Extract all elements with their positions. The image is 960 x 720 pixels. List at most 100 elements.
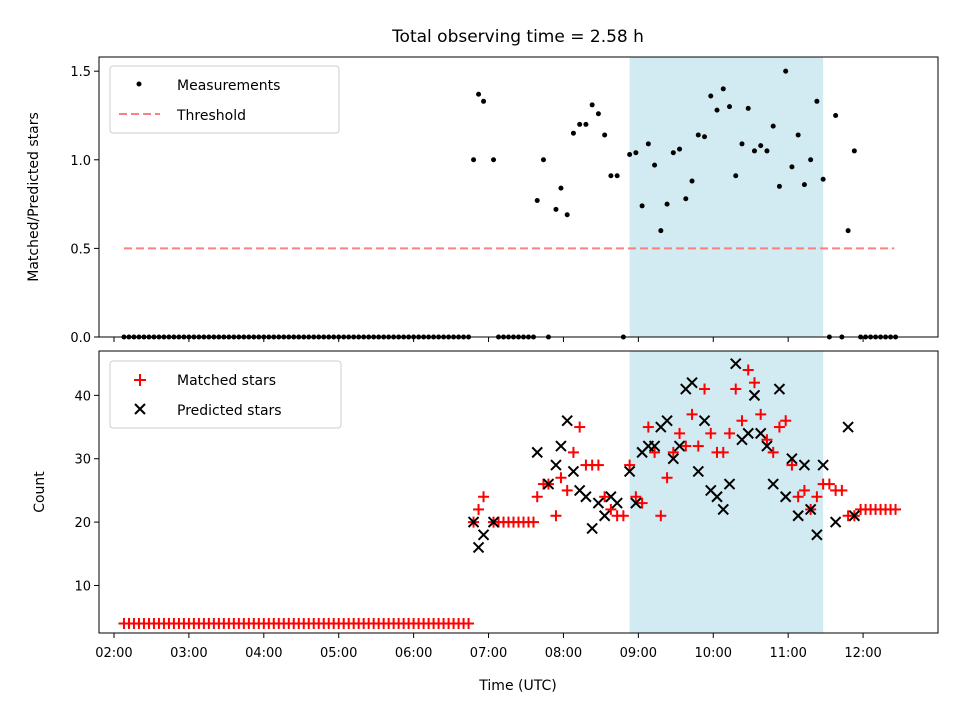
predicted-star-point [842,421,854,433]
predicted-star-point [472,541,485,554]
bottom-x-ticks: 02:00 03:00 04:00 05:00 06:00 07:00 08:00 09:00… [95,633,882,661]
measurement-point [758,143,764,149]
measurement-point [589,102,595,108]
matched-star-point [730,383,742,395]
predicted-star-point [692,465,704,478]
bottom-y-axis-label: Count [32,471,48,513]
measurement-point [677,146,683,152]
predicted-star-point [630,497,642,509]
matched-star-point [630,491,642,503]
top-panel: 0.0 0.5 1.0 1.5 Matched/Predicted stars Mea… [26,56,939,346]
matched-star-point [792,491,804,503]
measurement-point [833,112,839,118]
matched-star-point [717,446,729,458]
measurement-point [670,150,676,156]
chart-title: Total observing time = 2.58 h [391,27,644,47]
matched-star-point [680,440,692,452]
predicted-star-point [817,459,829,471]
x-tick-label: 02:00 [95,646,132,661]
matched-star-point [605,503,617,515]
predicted-star-point [686,376,698,389]
matched-star-point [531,491,543,503]
predicted-star-point [742,427,754,440]
y-tick-label: 10 [74,579,91,594]
predicted-star-point [542,478,555,490]
matched-star-point [655,510,667,522]
y-tick-label: 0.0 [70,331,91,346]
matched-star-point [624,459,636,471]
matched-star-point [811,491,823,503]
measurement-point [702,134,708,140]
measurement-point [658,228,664,234]
matched-star-point [617,510,629,522]
y-tick-label: 30 [74,453,91,468]
measurement-point [751,148,757,154]
x-tick-label: 10:00 [695,646,732,661]
predicted-star-point [467,516,480,528]
matched-star-point [636,497,648,509]
matched-star-point [761,434,773,446]
predicted-star-point [586,522,598,535]
y-tick-label: 1.0 [70,154,91,169]
measurement-point [652,162,658,168]
predicted-star-point [792,510,804,522]
predicted-star-point [661,415,673,427]
x-tick-label: 12:00 [844,646,881,661]
matched-star-point [723,427,735,439]
measurement-point [695,132,701,138]
x-tick-label: 05:00 [320,646,357,661]
measurement-point [783,68,789,74]
matched-legend-marker [134,374,146,386]
x-tick-label: 03:00 [170,646,207,661]
measurement-point [627,151,633,157]
y-tick-label: 40 [74,389,91,404]
predicted-star-point [673,440,686,452]
predicted-legend-marker [134,403,146,415]
predicted-star-point [755,427,767,440]
matched-star-point [667,446,679,458]
matched-star-point [780,415,792,427]
top-y-ticks: 0.0 0.5 1.0 1.5 [70,65,99,346]
measurement-point [553,206,559,212]
measurement-point [570,130,576,136]
matched-star-point [742,364,754,376]
predicted-star-point [611,497,623,509]
measurement-point [558,185,564,191]
threshold-legend-label: Threshold [176,108,246,124]
predicted-star-point [592,497,605,509]
predicted-star-point [567,465,580,478]
predicted-star-point [623,465,636,478]
measurement-point [595,111,601,117]
measurement-point [733,173,739,179]
measurement-point [608,173,614,179]
matched-star-point [555,472,567,484]
measurement-point [481,98,487,104]
matched-star-point [642,421,654,433]
predicted-star-point [798,459,811,471]
measurement-point [814,98,820,104]
predicted-star-point [550,459,562,471]
measurement-point [540,157,546,163]
matched-star-point [674,427,686,439]
measurement-point [577,121,583,127]
matched-legend-label: Matched stars [177,373,276,389]
predicted-star-point [723,478,736,490]
top-plot-frame [98,56,939,338]
y-tick-label: 1.5 [70,65,91,80]
measurement-point [471,157,477,163]
matched-star-point [661,472,673,484]
measurement-point [476,91,482,97]
x-tick-label: 09:00 [620,646,657,661]
top-shaded-interval [629,57,824,337]
measurement-point [764,148,770,154]
measurement-point [583,121,589,127]
measurement-point [770,123,776,129]
predicted-star-point [698,415,711,427]
measurement-point [639,203,645,209]
matched-star-point [649,446,661,458]
predicted-star-point [779,491,792,503]
x-tick-label: 08:00 [545,646,582,661]
matched-star-point [478,491,490,503]
